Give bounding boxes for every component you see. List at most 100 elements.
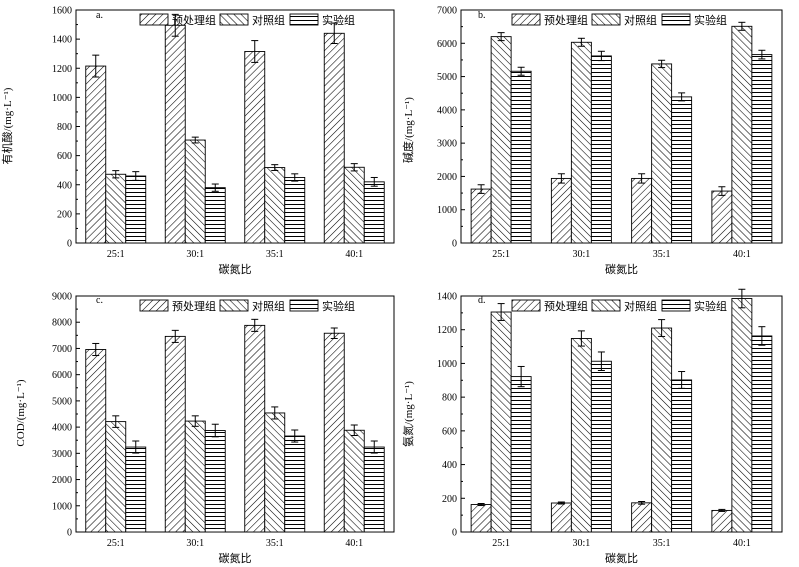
bar bbox=[731, 25, 753, 244]
x-tick-label: 25:1 bbox=[107, 538, 125, 549]
legend-label: 实验组 bbox=[322, 299, 355, 313]
y-tick-label: 0 bbox=[452, 528, 457, 539]
panel-label: a. bbox=[96, 10, 103, 21]
legend-swatch bbox=[661, 299, 691, 312]
y-tick-label: 400 bbox=[57, 180, 72, 191]
legend-swatch bbox=[591, 13, 621, 26]
y-tick-label: 9000 bbox=[52, 292, 72, 303]
y-tick-label: 3000 bbox=[437, 139, 457, 150]
legend-label: 对照组 bbox=[624, 13, 657, 27]
legend-label: 预处理组 bbox=[544, 299, 588, 313]
x-tick-label: 25:1 bbox=[492, 538, 510, 549]
bar bbox=[244, 51, 266, 244]
y-tick-label: 1000 bbox=[52, 93, 72, 104]
x-tick-label: 40:1 bbox=[345, 249, 363, 260]
bar bbox=[671, 379, 693, 533]
x-tick-label: 30:1 bbox=[186, 249, 204, 260]
x-tick-label: 30:1 bbox=[572, 249, 590, 260]
legend-label: 实验组 bbox=[694, 299, 727, 313]
bar bbox=[284, 177, 306, 244]
y-tick-label: 800 bbox=[442, 393, 457, 404]
bar bbox=[631, 177, 653, 244]
bar bbox=[570, 338, 592, 533]
legend-swatch bbox=[139, 299, 169, 312]
y-tick-label: 7000 bbox=[437, 6, 457, 17]
y-tick-label: 800 bbox=[57, 122, 72, 133]
bar bbox=[244, 324, 266, 533]
x-axis-label: 碳氮比 bbox=[605, 551, 638, 565]
y-axis-label: 氨氮/(mg·L⁻¹) bbox=[401, 381, 415, 447]
bar bbox=[671, 96, 693, 244]
bar bbox=[651, 63, 673, 244]
y-tick-label: 0 bbox=[67, 239, 72, 250]
legend-swatch bbox=[219, 299, 249, 312]
legend-label: 对照组 bbox=[252, 13, 285, 27]
legend-swatch bbox=[591, 299, 621, 312]
legend-label: 对照组 bbox=[624, 299, 657, 313]
y-tick-label: 2000 bbox=[437, 172, 457, 183]
bar bbox=[490, 36, 512, 244]
bar bbox=[363, 446, 385, 533]
bar bbox=[631, 502, 653, 533]
bar bbox=[85, 349, 107, 533]
y-tick-label: 8000 bbox=[52, 318, 72, 329]
y-tick-label: 1400 bbox=[437, 292, 457, 303]
legend-swatch bbox=[511, 299, 541, 312]
bar bbox=[343, 166, 365, 244]
y-tick-label: 1000 bbox=[437, 359, 457, 370]
bar bbox=[570, 41, 592, 244]
bar bbox=[264, 167, 286, 244]
bar bbox=[751, 54, 773, 244]
bar bbox=[164, 24, 186, 244]
x-tick-label: 30:1 bbox=[572, 538, 590, 549]
bar bbox=[550, 502, 572, 533]
bar bbox=[751, 335, 773, 533]
y-tick-label: 6000 bbox=[52, 370, 72, 381]
chart-panel-2: 0 1000 2000 3000 4000 5000 6000 7000 25:1 30:1 35:… bbox=[401, 6, 783, 276]
y-tick-label: 4000 bbox=[437, 105, 457, 116]
bar bbox=[550, 177, 572, 244]
x-tick-label: 40:1 bbox=[345, 538, 363, 549]
chart-panel-3: 0 1000 2000 3000 4000 5000 6000 7000 8000 9000 25:… bbox=[15, 292, 395, 565]
y-tick-label: 7000 bbox=[52, 344, 72, 355]
chart-panel-1: 0 200 400 600 800 1000 1200 1400 1600 25:1 30:1 35:… bbox=[0, 6, 395, 276]
bar bbox=[323, 32, 345, 244]
legend-swatch bbox=[289, 299, 319, 312]
x-axis-label: 碳氮比 bbox=[219, 551, 252, 565]
bar bbox=[125, 175, 147, 244]
bar bbox=[125, 446, 147, 533]
bar bbox=[184, 420, 206, 533]
legend-label: 实验组 bbox=[694, 13, 727, 27]
x-tick-label: 35:1 bbox=[653, 249, 671, 260]
bar bbox=[323, 332, 345, 533]
legend-swatch bbox=[139, 13, 169, 26]
y-tick-label: 600 bbox=[442, 426, 457, 437]
legend-label: 预处理组 bbox=[172, 13, 216, 27]
x-tick-label: 25:1 bbox=[492, 249, 510, 260]
bar bbox=[470, 188, 492, 244]
legend-label: 对照组 bbox=[252, 299, 285, 313]
y-axis-label: COD/(mg·L⁻¹) bbox=[15, 379, 27, 446]
y-tick-label: 600 bbox=[57, 151, 72, 162]
legend-swatch bbox=[289, 13, 319, 26]
bar bbox=[470, 504, 492, 533]
legend-swatch bbox=[219, 13, 249, 26]
bar bbox=[711, 190, 733, 244]
bar bbox=[651, 327, 673, 533]
bar bbox=[731, 298, 753, 533]
y-axis-label: 碱度/(mg·L⁻¹) bbox=[401, 97, 415, 163]
bar bbox=[363, 181, 385, 244]
x-tick-label: 35:1 bbox=[266, 538, 284, 549]
x-tick-label: 35:1 bbox=[653, 538, 671, 549]
x-tick-label: 30:1 bbox=[186, 538, 204, 549]
bar bbox=[343, 429, 365, 533]
y-tick-label: 1400 bbox=[52, 35, 72, 46]
bar bbox=[85, 65, 107, 244]
bar bbox=[105, 421, 127, 533]
panel-label: d. bbox=[478, 295, 486, 306]
x-tick-label: 25:1 bbox=[107, 249, 125, 260]
bar bbox=[510, 376, 532, 533]
y-tick-label: 0 bbox=[452, 239, 457, 250]
chart-panel-4: 0 200 400 600 800 1000 1200 1400 25:1 30:1 35:1 40:… bbox=[401, 288, 783, 565]
